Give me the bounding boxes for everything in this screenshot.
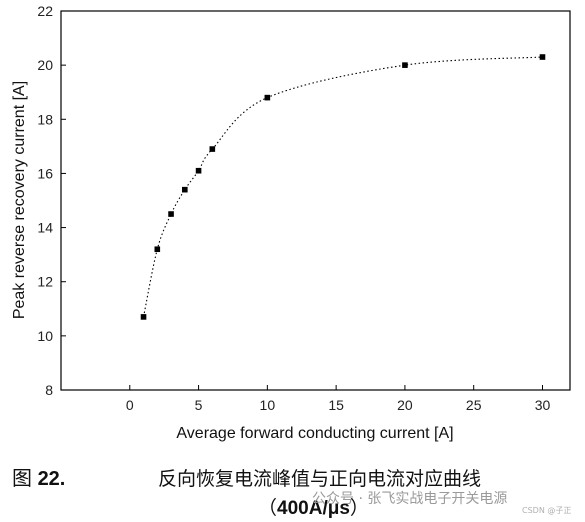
y-tick-label: 20 xyxy=(37,57,53,73)
watermark-text: 公众号 · 张飞实战电子开关电源 xyxy=(312,491,508,507)
figure-number: 图 22. xyxy=(12,462,65,491)
data-point xyxy=(195,167,202,174)
y-axis-label: Peak reverse recovery current [A] xyxy=(11,81,28,319)
plot-frame xyxy=(60,10,571,391)
watermark-csdn: CSDN @子正 xyxy=(522,506,572,515)
y-axis-ticks: 8 10 12 14 16 18 20 22 xyxy=(37,3,66,398)
x-tick-label: 15 xyxy=(328,397,344,413)
caption-unit-open: （ xyxy=(258,497,278,519)
y-tick-label: 12 xyxy=(37,274,53,290)
x-tick-label: 25 xyxy=(466,397,482,413)
caption-unit: （400A/μs） xyxy=(258,493,369,520)
x-tick-label: 5 xyxy=(195,397,203,413)
figure-index: 22. xyxy=(37,468,66,490)
x-axis-ticks: 0 5 10 15 20 25 30 xyxy=(126,385,551,413)
data-point xyxy=(168,211,174,217)
data-point xyxy=(182,186,188,193)
x-axis-label: Average forward conducting current [A] xyxy=(176,425,453,442)
y-tick-label: 10 xyxy=(37,328,53,344)
data-point xyxy=(539,54,546,60)
x-tick-label: 30 xyxy=(535,397,551,413)
chart: 8 10 12 14 16 18 20 22 0 5 10 15 20 25 30 Average for… xyxy=(11,3,571,442)
caption-unit-close: ） xyxy=(349,497,369,519)
data-point xyxy=(209,146,216,152)
caption-unit-value: 400A/μs xyxy=(277,498,350,519)
y-tick-label: 8 xyxy=(45,382,53,398)
y-tick-label: 14 xyxy=(37,220,53,236)
x-tick-label: 10 xyxy=(260,397,276,413)
data-point xyxy=(264,94,271,101)
data-point xyxy=(154,246,161,253)
data-point xyxy=(402,62,408,68)
caption-title: 反向恢复电流峰值与正向电流对应曲线 xyxy=(158,468,482,490)
y-tick-label: 22 xyxy=(37,3,53,19)
data-point xyxy=(140,314,147,320)
data-points xyxy=(140,54,546,320)
y-tick-label: 16 xyxy=(37,165,53,181)
y-tick-label: 18 xyxy=(37,111,53,127)
figure-prefix: 图 xyxy=(12,468,32,490)
x-tick-label: 0 xyxy=(126,397,134,413)
x-tick-label: 20 xyxy=(397,397,413,413)
